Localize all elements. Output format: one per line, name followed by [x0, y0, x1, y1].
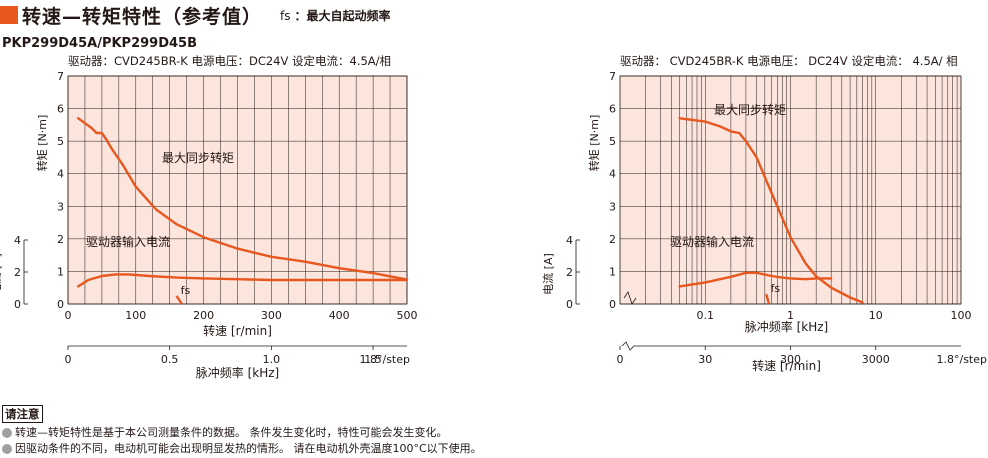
- y-tick-label: 0: [609, 298, 616, 311]
- x2-tick-label: 1.5: [364, 353, 382, 366]
- fs-symbol: fs: [280, 8, 291, 23]
- y-tick-label: 6: [609, 103, 616, 116]
- x-tick-label: 100: [951, 309, 972, 322]
- current-tick-label: 2: [14, 266, 21, 279]
- y-tick-label: 1: [57, 265, 64, 278]
- x2-axis-line: [621, 341, 961, 351]
- y-tick-label: 2: [609, 233, 616, 246]
- bullet-icon: [2, 444, 12, 454]
- chart-caption: 驱动器： CVD245BR-K 电源电压： DC24V 设定电流： 4.5A/ …: [620, 54, 958, 68]
- x-tick-label: 100: [125, 309, 146, 322]
- y-axis-label: 转矩 [N·m]: [35, 115, 49, 172]
- x-axis-label: 转速 [r/min]: [203, 323, 272, 338]
- series-line: [678, 271, 833, 288]
- series-label: 最大同步转矩: [162, 150, 234, 165]
- y-tick-label: 6: [57, 103, 64, 116]
- notes: 请注意 转速—转矩特性是基于本公司测量条件的数据。 条件发生变化时，特性可能会发…: [2, 405, 482, 457]
- x2-tick-label: 300: [780, 353, 801, 366]
- fs-description: ：最大自起动频率: [294, 8, 391, 23]
- series-line: [76, 273, 409, 288]
- x2-axis-label: 转速 [r/min]: [752, 358, 821, 373]
- current-tick-label: 4: [14, 234, 21, 247]
- x-tick-label: 200: [193, 309, 214, 322]
- title-row: 转速—转矩特性（参考值） fs ：最大自起动频率: [0, 2, 391, 28]
- x2-tick-label: 3000: [862, 353, 890, 366]
- x-tick-label: 300: [261, 309, 282, 322]
- x-tick-label: 500: [397, 309, 418, 322]
- x-tick-label: 0.1: [697, 309, 715, 322]
- note-text: 因驱动条件的不同，电动机可能会出现明显发热的情形。 请在电动机外壳温度100°C…: [15, 442, 482, 455]
- x-axis-label: 脉冲频率 [kHz]: [745, 319, 828, 334]
- model-name: PKP299D45A/PKP299D45B: [2, 36, 198, 51]
- x-tick-label: 0: [65, 309, 72, 322]
- axis-break-mark: [623, 291, 637, 305]
- y-tick-label: 5: [609, 135, 616, 148]
- y-tick-label: 0: [57, 298, 64, 311]
- x2-tick-label: 0: [65, 353, 72, 366]
- y-tick-label: 7: [57, 70, 64, 83]
- x2-axis-label: 脉冲频率 [kHz]: [196, 365, 279, 380]
- y-tick-label: 3: [609, 200, 616, 213]
- x-tick-label: 400: [329, 309, 350, 322]
- note-line: 因驱动条件的不同，电动机可能会出现明显发热的情形。 请在电动机外壳温度100°C…: [2, 441, 482, 457]
- fs-note: fs ：最大自起动频率: [280, 7, 391, 24]
- fs-label: fs: [770, 282, 780, 295]
- y-tick-label: 1: [609, 265, 616, 278]
- y-tick-label: 3: [57, 200, 64, 213]
- fs-mark: [765, 293, 771, 305]
- series-label: 最大同步转矩: [714, 102, 786, 117]
- series-label: 驱动器输入电流: [670, 234, 754, 249]
- x-tick-label: 10: [869, 309, 883, 322]
- x2-tick-label: 0.5: [161, 353, 179, 366]
- x2-step-suffix: 1.8°/step: [360, 353, 411, 366]
- y-axis-label: 转矩 [N·m]: [587, 115, 601, 172]
- chart-caption: 驱动器：CVD245BR-K 电源电压：DC24V 设定电流：4.5A/相: [68, 54, 391, 68]
- y-tick-label: 4: [57, 168, 64, 181]
- current-axis-label: 电流 [A]: [0, 253, 3, 295]
- y-tick-label: 7: [609, 70, 616, 83]
- note-line: 转速—转矩特性是基于本公司测量条件的数据。 条件发生变化时，特性可能会发生变化。: [2, 425, 482, 441]
- current-tick-label: 0: [14, 298, 21, 311]
- bullet-icon: [2, 428, 12, 438]
- y-tick-label: 4: [609, 168, 616, 181]
- current-tick-label: 0: [566, 298, 573, 311]
- y-tick-label: 5: [57, 135, 64, 148]
- fs-mark: [175, 295, 183, 305]
- note-text: 转速—转矩特性是基于本公司测量条件的数据。 条件发生变化时，特性可能会发生变化。: [15, 426, 448, 439]
- current-axis-label: 电流 [A]: [541, 253, 555, 295]
- title-square-icon: [0, 6, 18, 24]
- x2-step-suffix: 1.8°/step: [937, 353, 988, 366]
- series-label: 驱动器输入电流: [86, 234, 170, 249]
- x2-tick-label: 30: [698, 353, 712, 366]
- series-line: [76, 117, 409, 281]
- page-title: 转速—转矩特性（参考值）: [22, 5, 263, 28]
- current-tick-label: 4: [566, 234, 573, 247]
- fs-label: fs: [181, 284, 191, 297]
- x-tick-label: 1: [787, 309, 794, 322]
- x2-tick-label: 0: [617, 353, 624, 366]
- notes-title: 请注意: [2, 405, 43, 423]
- y-tick-label: 2: [57, 233, 64, 246]
- x2-tick-label: 1.0: [263, 353, 281, 366]
- series-line: [678, 117, 864, 304]
- current-tick-label: 2: [566, 266, 573, 279]
